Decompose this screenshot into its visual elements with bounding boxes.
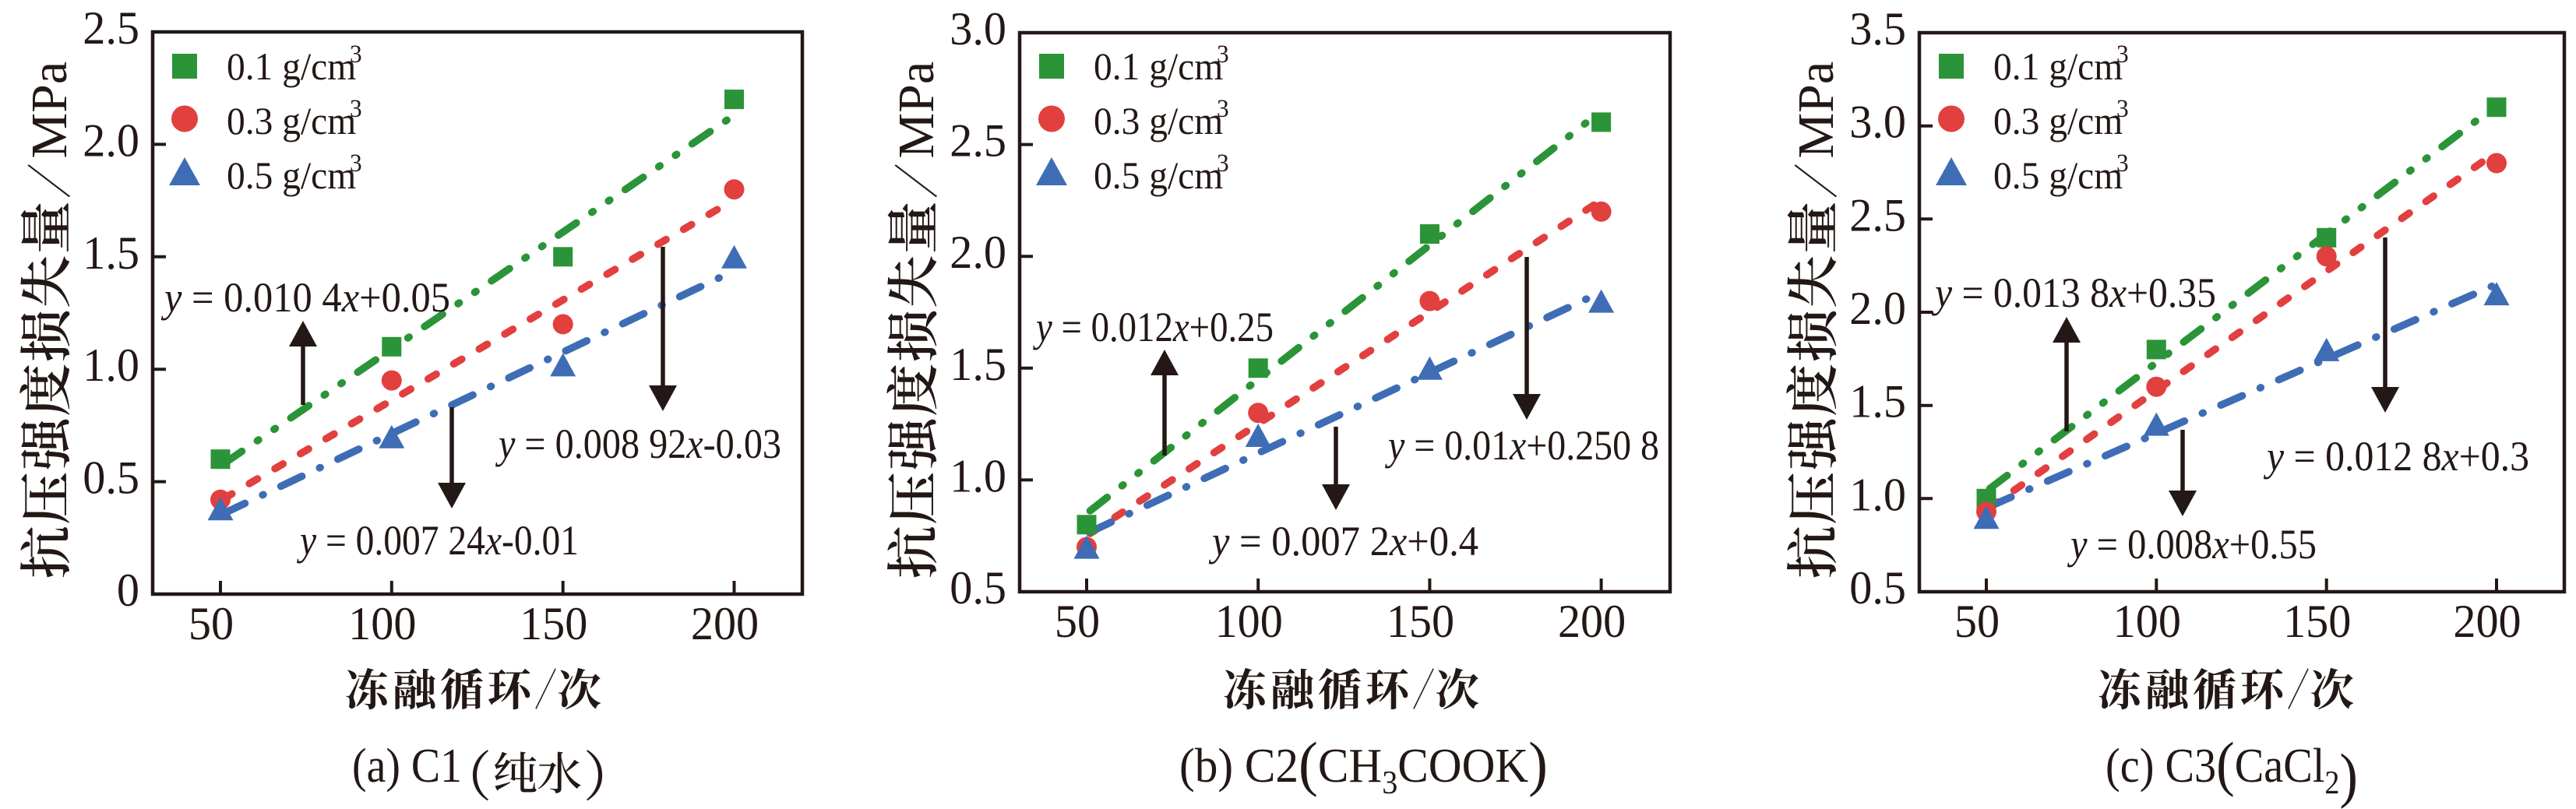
svg-text:y = 0.010 4x+0.05: y = 0.010 4x+0.05 (160, 274, 450, 321)
svg-text:1.5: 1.5 (950, 338, 1006, 390)
svg-text:y = 0.012 8x+0.3: y = 0.012 8x+0.3 (2263, 433, 2529, 480)
svg-text:0.5 g/cm: 0.5 g/cm (227, 154, 356, 197)
svg-text:200: 200 (2453, 595, 2521, 647)
svg-text:3: 3 (1217, 39, 1229, 68)
svg-text:3: 3 (350, 39, 362, 68)
svg-text:0: 0 (117, 564, 139, 616)
svg-text:y = 0.007 24x-0.01: y = 0.007 24x-0.01 (297, 517, 579, 564)
svg-text:(b) C2(CH3COOK): (b) C2(CH3COOK) (1179, 730, 1548, 801)
svg-text:3: 3 (1217, 148, 1229, 177)
svg-text:3.0: 3.0 (1849, 96, 1906, 148)
svg-text:0.5: 0.5 (950, 561, 1006, 614)
svg-text:0.1 g/cm: 0.1 g/cm (227, 45, 356, 88)
svg-text:3: 3 (350, 148, 362, 177)
svg-text:1.5: 1.5 (83, 227, 139, 279)
svg-text:150: 150 (1387, 595, 1454, 647)
svg-text:3: 3 (1217, 93, 1229, 122)
svg-text:0.5: 0.5 (1849, 561, 1906, 614)
svg-text:y = 0.008 92x-0.03: y = 0.008 92x-0.03 (495, 420, 781, 467)
svg-text:y = 0.01x+0.250 8: y = 0.01x+0.250 8 (1385, 422, 1659, 469)
svg-text:0.3 g/cm: 0.3 g/cm (1993, 100, 2123, 142)
svg-text:MPa: MPa (1788, 62, 1845, 159)
svg-text:150: 150 (2283, 595, 2351, 647)
svg-text:2.0: 2.0 (1849, 282, 1906, 334)
svg-text:1.0: 1.0 (950, 450, 1006, 502)
svg-text:0.1 g/cm: 0.1 g/cm (1094, 45, 1223, 88)
svg-text:100: 100 (2113, 595, 2181, 647)
svg-text:1.0: 1.0 (1849, 468, 1906, 520)
svg-text:100: 100 (348, 597, 416, 649)
svg-text:50: 50 (1954, 595, 2000, 647)
svg-text:200: 200 (1558, 595, 1626, 647)
svg-text:50: 50 (189, 597, 234, 649)
svg-text:0.1 g/cm: 0.1 g/cm (1993, 45, 2123, 88)
svg-text:0.5 g/cm: 0.5 g/cm (1094, 154, 1223, 197)
svg-text:2.0: 2.0 (83, 114, 139, 167)
svg-text:2.5: 2.5 (950, 114, 1006, 167)
svg-text:3: 3 (2116, 39, 2129, 68)
svg-text:3.0: 3.0 (950, 2, 1006, 55)
svg-text:MPa: MPa (888, 62, 945, 159)
svg-text:y = 0.007 2x+0.4: y = 0.007 2x+0.4 (1208, 518, 1478, 565)
svg-text:2.5: 2.5 (1849, 188, 1906, 241)
svg-text:y = 0.008x+0.55: y = 0.008x+0.55 (2067, 521, 2317, 568)
svg-text:1.5: 1.5 (1849, 375, 1906, 427)
svg-text:y = 0.012x+0.25: y = 0.012x+0.25 (1033, 304, 1274, 350)
svg-text:2.5: 2.5 (83, 2, 139, 54)
svg-text:0.5: 0.5 (83, 452, 139, 504)
svg-text:y = 0.013 8x+0.35: y = 0.013 8x+0.35 (1931, 269, 2216, 316)
svg-text:50: 50 (1055, 595, 1100, 647)
svg-text:0.3 g/cm: 0.3 g/cm (227, 100, 356, 142)
svg-text:3: 3 (2116, 148, 2129, 177)
svg-text:(a) C1: (a) C1 (352, 740, 462, 793)
svg-text:3: 3 (2116, 93, 2129, 122)
svg-text:150: 150 (520, 597, 587, 649)
svg-text:MPa: MPa (21, 62, 78, 159)
svg-text:0.5 g/cm: 0.5 g/cm (1993, 154, 2123, 197)
svg-text:1.0: 1.0 (83, 339, 139, 391)
svg-text:3.5: 3.5 (1849, 2, 1906, 55)
svg-text:3: 3 (350, 93, 362, 122)
svg-text:(c) C3(CaCl2): (c) C3(CaCl2) (2106, 730, 2358, 809)
svg-text:0.3 g/cm: 0.3 g/cm (1094, 100, 1223, 142)
svg-text:2.0: 2.0 (950, 226, 1006, 278)
svg-text:100: 100 (1215, 595, 1283, 647)
svg-text:200: 200 (691, 597, 759, 649)
